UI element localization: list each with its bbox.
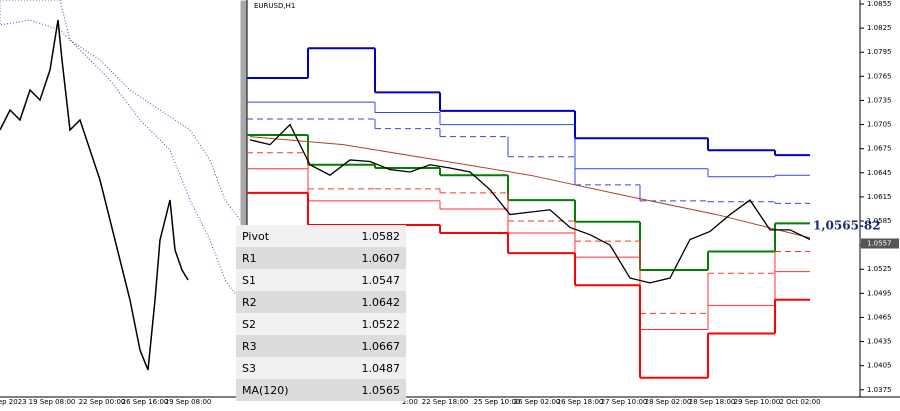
y-tick-label: 1.0825 (867, 24, 892, 32)
y-tick-label: 1.0495 (867, 289, 892, 297)
level-name: S1 (242, 273, 256, 287)
current-price-label: 1.0557 (867, 240, 892, 248)
x-tick-label: 2:00 (402, 398, 418, 406)
x-tick-label: 27 Sep 10:00 (601, 398, 648, 406)
x-tick-label: Sep 2023 (0, 398, 27, 406)
level-value: 1.0642 (361, 295, 401, 309)
x-tick-label: 2 Oct 02:00 (779, 398, 820, 406)
level-name: R1 (242, 251, 257, 265)
x-tick-label: 28 Sep 18:00 (689, 398, 736, 406)
y-tick-label: 1.0735 (867, 96, 892, 104)
level-name: S2 (242, 317, 256, 331)
level-name: MA(120) (242, 383, 289, 397)
y-tick-label: 1.0765 (867, 72, 892, 80)
level-name: Pivot (242, 229, 270, 243)
level-value: 1.0667 (361, 339, 401, 353)
y-tick-label: 1.0795 (867, 48, 892, 56)
y-tick-label: 1.0435 (867, 338, 892, 346)
x-tick-label: 22 Sep 00:00 (79, 398, 126, 406)
y-tick-label: 1.0615 (867, 193, 892, 201)
level-value: 1.0582 (361, 229, 401, 243)
y-tick-label: 1.0525 (867, 265, 892, 273)
ichimoku-cloud (0, 0, 241, 302)
level-value: 1.0547 (361, 273, 401, 287)
y-tick-label: 1.0375 (867, 386, 892, 394)
level-row: MA(120) 1.0565 (236, 379, 406, 401)
level-value: 1.0522 (361, 317, 401, 331)
x-tick-label: 29 Sep 10:00 (734, 398, 781, 406)
level-name: R3 (242, 339, 257, 353)
moving-average (249, 136, 811, 239)
y-tick-label: 1.0405 (867, 362, 892, 370)
levels-table: Pivot 1.0582 R1 1.0607 S1 1.0547 R2 1.0642 S2 1.0… (236, 225, 406, 401)
symbol-label: EURUSD,H1 (254, 2, 295, 10)
price-line (249, 123, 811, 284)
y-tick-label: 1.0675 (867, 145, 892, 153)
level-row: S3 1.0487 (236, 357, 406, 379)
level-row: R3 1.0667 (236, 335, 406, 357)
y-tick-label: 1.0465 (867, 313, 892, 321)
left-chart (0, 0, 241, 371)
y-tick-label: 1.0855 (867, 0, 892, 8)
level-row: Pivot 1.0582 (236, 225, 406, 247)
x-tick-label: 26 Sep 02:00 (514, 398, 561, 406)
level-name: S3 (242, 361, 256, 375)
x-tick-label: 26 Sep 18:00 (557, 398, 604, 406)
y-tick-label: 1.0705 (867, 121, 892, 129)
x-tick-label: 19 Sep 08:00 (29, 398, 76, 406)
current-price-tag (861, 238, 899, 249)
level-value: 1.0487 (361, 361, 401, 375)
level-row: R1 1.0607 (236, 247, 406, 269)
annotation: 1,0565-82 (813, 219, 881, 233)
y-tick-label: 1.0585 (867, 217, 892, 225)
x-tick-label: 26 Sep 16:00 (122, 398, 169, 406)
level-row: S1 1.0547 (236, 269, 406, 291)
x-tick-label: 28 Sep 02:00 (645, 398, 692, 406)
y-tick-label: 1.0645 (867, 169, 892, 177)
level-value: 1.0607 (361, 251, 401, 265)
x-tick-label: 22 Sep 18:00 (422, 398, 469, 406)
level-row: R2 1.0642 (236, 291, 406, 313)
level-name: R2 (242, 295, 257, 309)
x-tick-label: 29 Sep 08:00 (165, 398, 212, 406)
level-row: S2 1.0522 (236, 313, 406, 335)
left-price (0, 19, 189, 371)
level-value: 1.0565 (361, 383, 401, 397)
x-tick-label: 25 Sep 10:00 (474, 398, 521, 406)
